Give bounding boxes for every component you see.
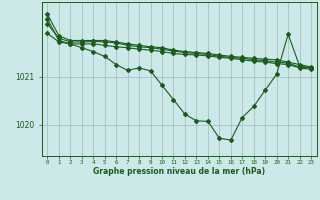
X-axis label: Graphe pression niveau de la mer (hPa): Graphe pression niveau de la mer (hPa) <box>93 167 265 176</box>
